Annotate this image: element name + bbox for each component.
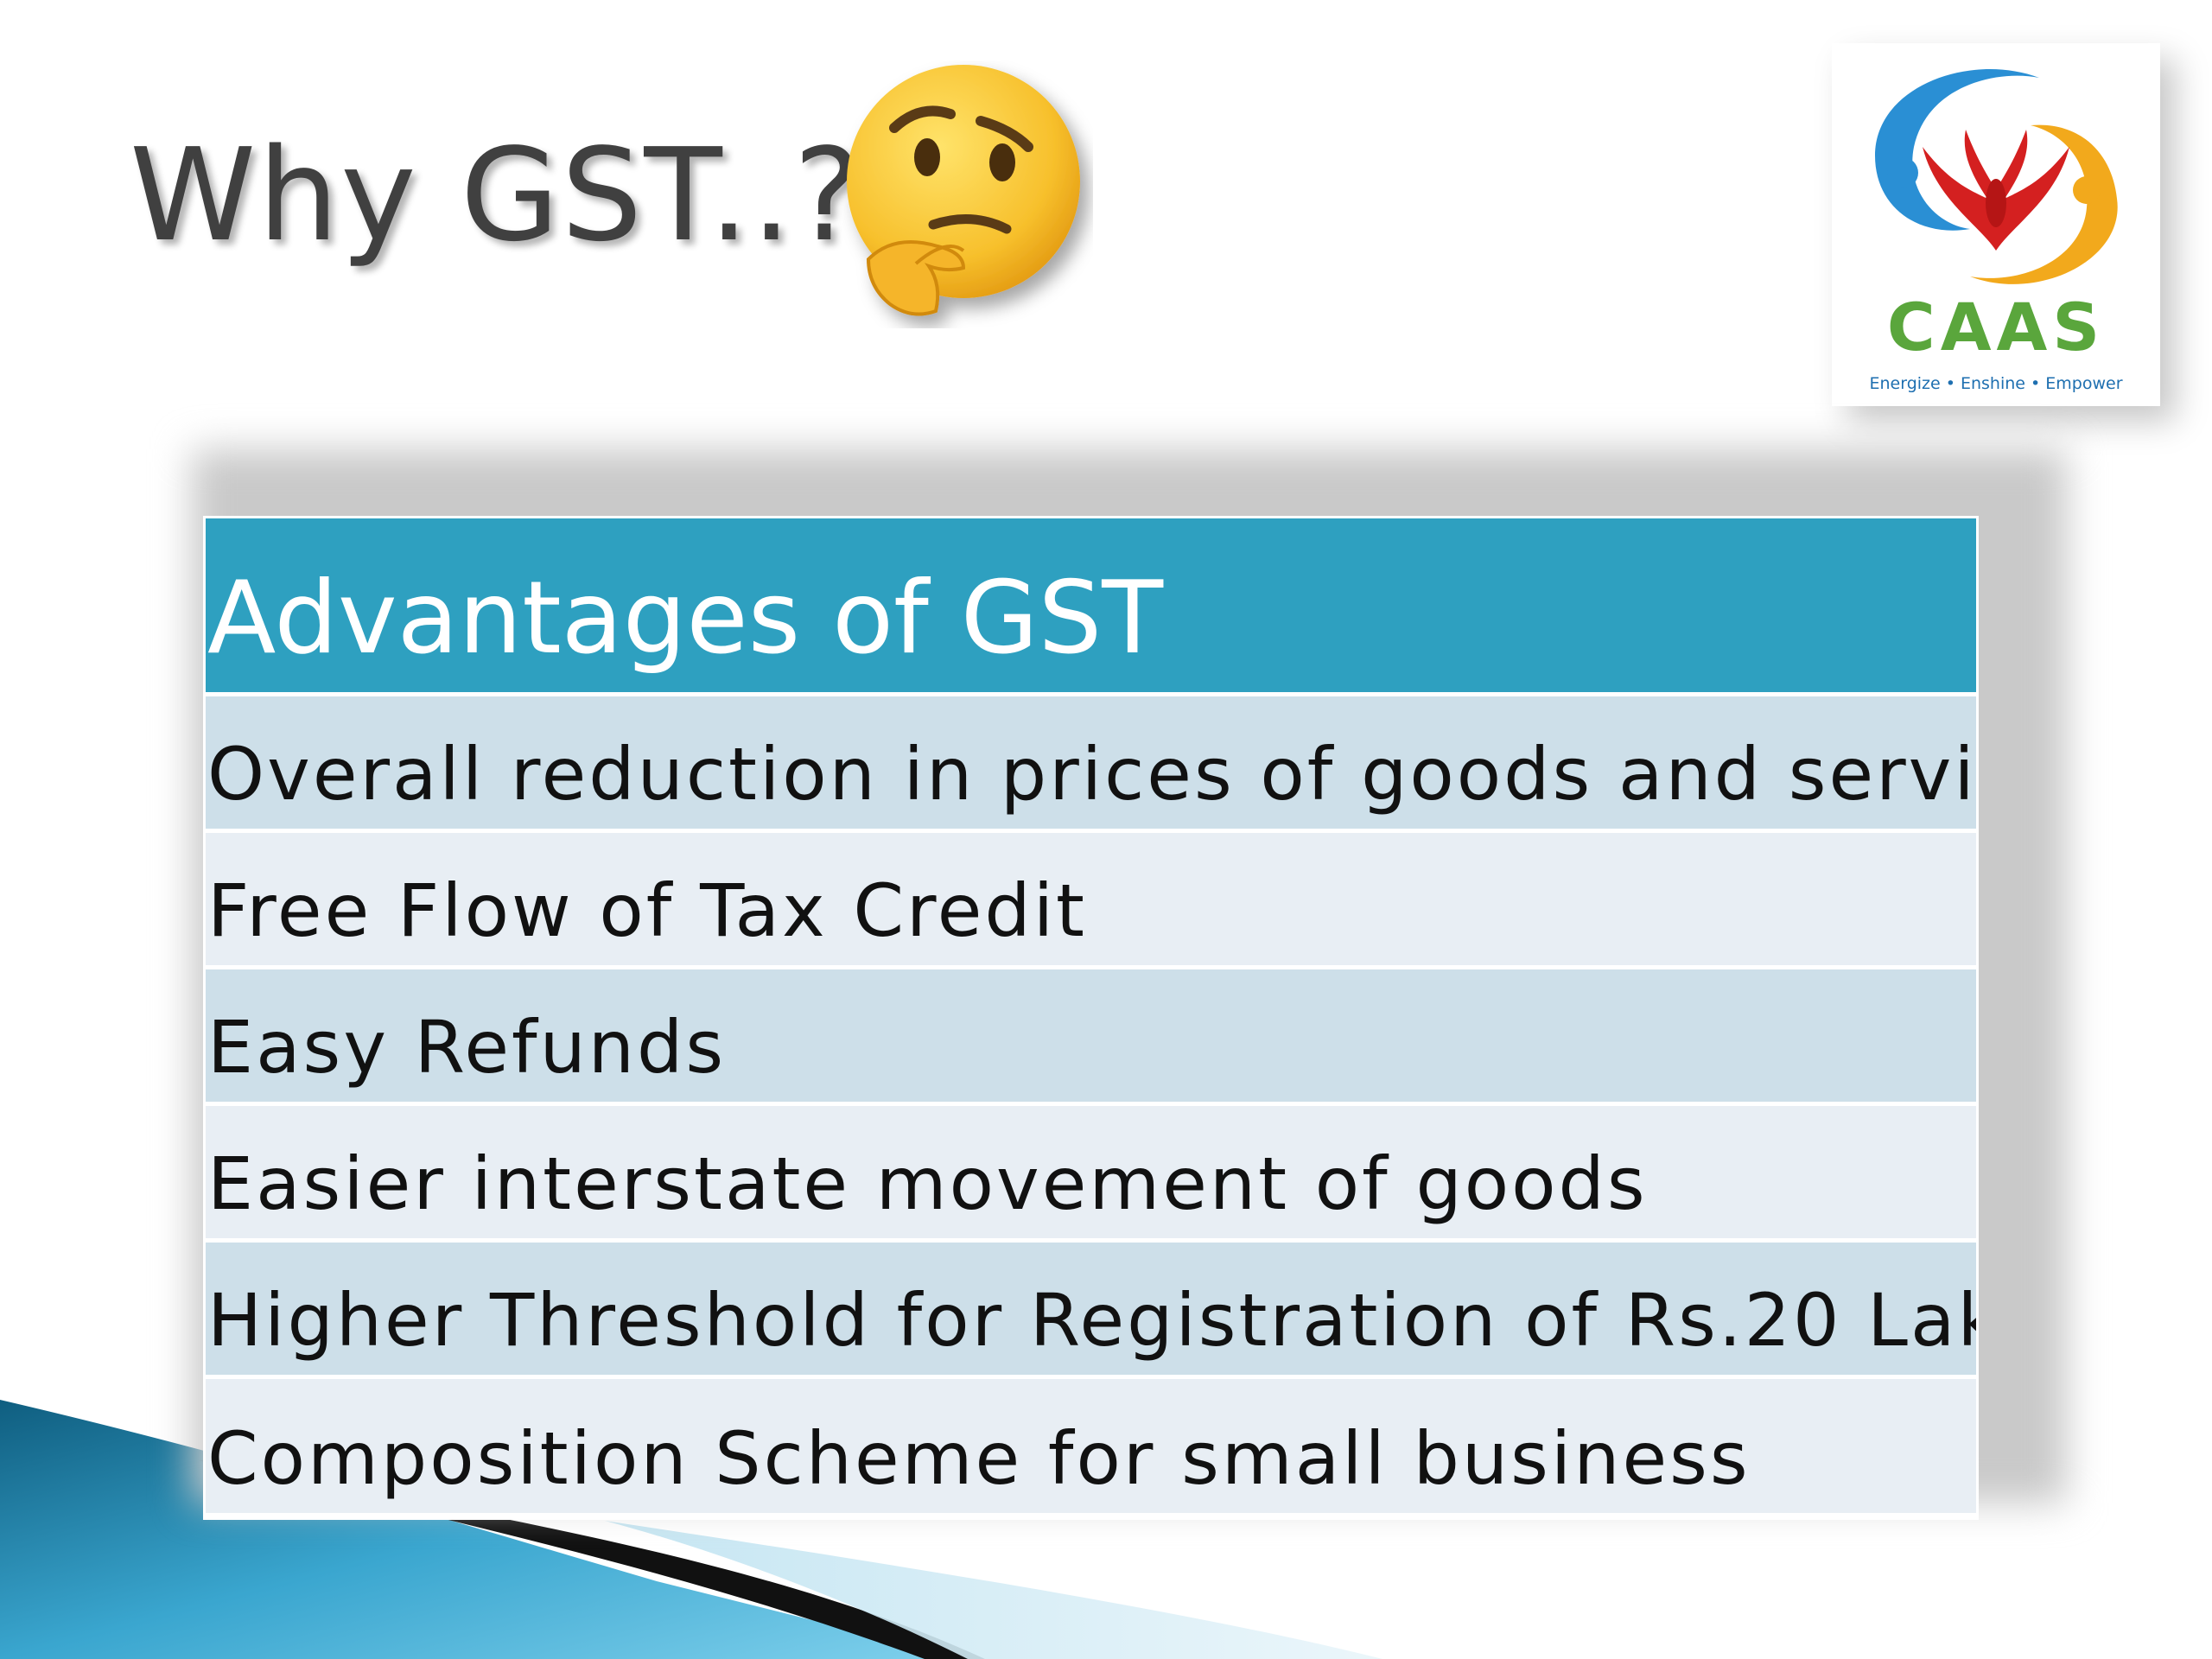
table-row: Easier interstate movement of goods (206, 1106, 1976, 1243)
caas-logo: CAAS Energize • Enshine • Empower (1869, 69, 2123, 393)
table-row: Overall reduction in prices of goods and… (206, 696, 1976, 833)
advantages-table: Advantages of GST Overall reduction in p… (203, 516, 1979, 1520)
logo-name: CAAS (1887, 289, 2105, 365)
logo-tagline: Energize • Enshine • Empower (1869, 374, 2122, 393)
table-row: Composition Scheme for small business (206, 1379, 1976, 1513)
slide-title: Why GST..? (130, 121, 863, 270)
table-row: Free Flow of Tax Credit (206, 833, 1976, 969)
table-header: Advantages of GST (206, 518, 1976, 696)
thinking-face-icon (847, 65, 1080, 316)
table-row: Higher Threshold for Registration of Rs.… (206, 1243, 1976, 1379)
table-row: Easy Refunds (206, 969, 1976, 1106)
